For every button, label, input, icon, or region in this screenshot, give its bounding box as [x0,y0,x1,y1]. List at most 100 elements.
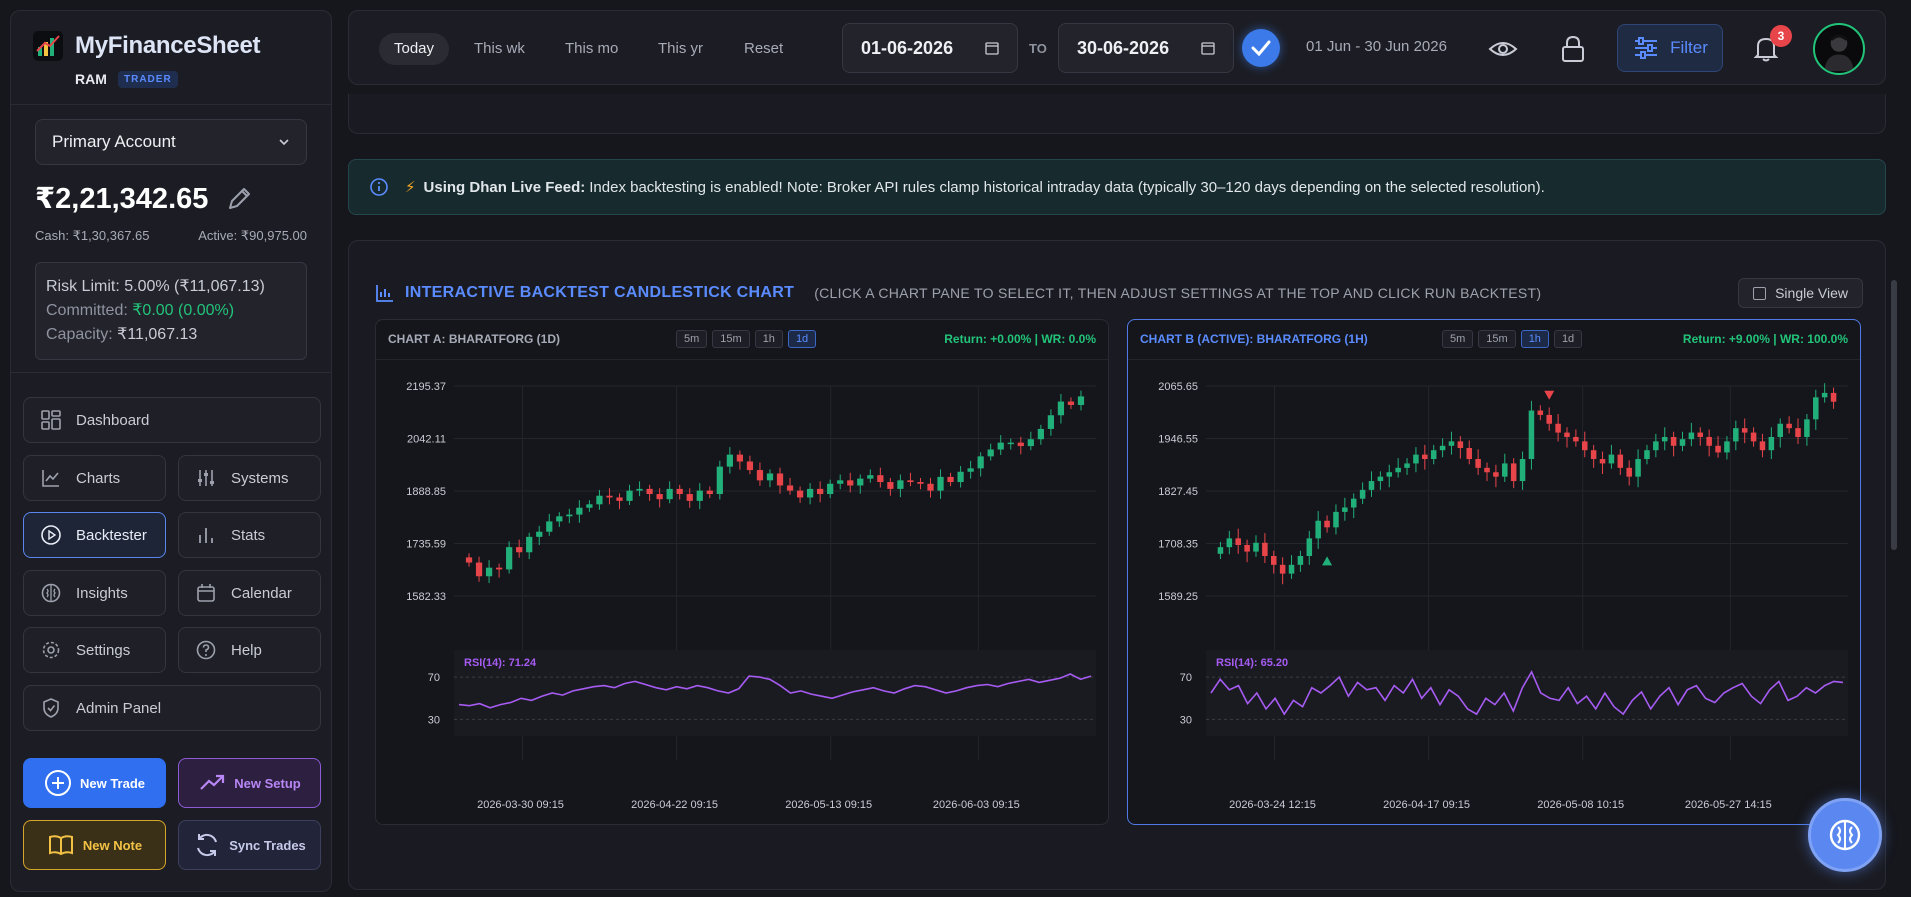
candle [1288,564,1295,574]
candle [726,454,733,467]
bell-icon[interactable] [1749,31,1783,65]
res-15m[interactable]: 15m [1478,330,1516,348]
pane-title: CHART A: BHARATFORG (1D) [388,332,560,346]
candle [646,488,653,495]
candle [556,516,563,522]
rsi-background [1206,650,1848,736]
avatar[interactable] [1813,23,1865,75]
candle [957,471,964,483]
sidebar-item-admin[interactable]: Admin Panel [23,685,321,731]
role-badge: TRADER [118,71,178,88]
candle [1830,392,1837,402]
from-date-value: 01-06-2026 [861,37,954,58]
y-tick-label: 2065.65 [1158,381,1198,393]
candle [1502,463,1508,477]
sidebar-item-stats[interactable]: Stats [178,512,321,558]
y-tick-label: 1589.25 [1158,591,1198,603]
candle [1226,538,1233,548]
period-this-week[interactable]: This wk [474,40,525,57]
candle [947,476,954,483]
apply-date-button[interactable] [1242,29,1280,67]
new-setup-button[interactable]: New Setup [178,758,321,808]
candlestick-chart-b[interactable]: 2065.65 1946.55 1827.45 1708.35 1589.25 2026-… [1128,360,1860,824]
sidebar-item-label: Systems [231,469,289,487]
account-select-value: Primary Account [52,132,176,151]
account-select[interactable]: Primary Account [35,119,307,165]
period-this-year[interactable]: This yr [658,40,703,57]
candle [1306,538,1313,556]
sidebar-item-dashboard[interactable]: Dashboard [23,397,321,443]
sidebar-item-insights[interactable]: Insights [23,570,166,616]
chart-icon [376,285,393,302]
res-5m[interactable]: 5m [1442,330,1474,348]
candle [997,442,1004,450]
pencil-icon[interactable] [224,184,254,214]
candle [676,488,683,495]
candle [1475,459,1481,468]
candle [1007,442,1014,445]
sync-trades-button[interactable]: Sync Trades [178,820,321,870]
candle [1528,410,1535,460]
res-5m[interactable]: 5m [676,330,708,348]
to-date-input[interactable]: 30-06-2026 [1058,23,1234,73]
book-open-icon [48,835,73,856]
res-1d[interactable]: 1d [1553,330,1583,348]
info-bold: Using Dhan Live Feed: [423,178,586,196]
res-1h[interactable]: 1h [754,330,783,348]
period-reset[interactable]: Reset [744,40,784,57]
candle [967,468,974,472]
candle [536,531,543,537]
chart-pane-a[interactable]: CHART A: BHARATFORG (1D) 5m 15m 1h 1d Re… [375,319,1109,825]
candle [1599,459,1606,464]
chart-pane-b[interactable]: CHART B (ACTIVE): BHARATFORG (1H) 5m 15m… [1127,319,1861,825]
checkbox[interactable] [1753,286,1767,300]
res-1d[interactable]: 1d [787,330,817,348]
candle [465,557,473,563]
candle [1493,472,1499,477]
ai-assistant-button[interactable] [1808,798,1882,872]
candle [1457,441,1464,448]
candle [566,514,573,517]
to-date-value: 30-06-2026 [1077,37,1170,58]
sidebar-item-charts[interactable]: Charts [23,455,166,501]
candle [1466,447,1472,460]
candle [1448,441,1455,446]
y-tick-label: 1888.85 [406,486,446,498]
res-1h[interactable]: 1h [1520,330,1549,348]
eye-icon[interactable] [1487,33,1519,65]
scrollbar[interactable] [1891,280,1897,550]
play-circle-icon [41,525,61,545]
sidebar-item-backtester[interactable]: Backtester [23,512,166,558]
candle [586,504,593,508]
bar-chart-icon [199,528,213,543]
rsi-label: RSI(14): 65.20 [1216,657,1288,669]
sliders-icon [1635,37,1658,59]
calendar-icon[interactable] [985,41,999,55]
new-trade-button[interactable]: New Trade [23,758,166,808]
candle [1661,436,1668,442]
candle [1037,428,1044,440]
single-view-toggle[interactable]: Single View [1738,278,1863,308]
from-date-input[interactable]: 01-06-2026 [842,23,1018,73]
period-today[interactable]: Today [379,33,450,65]
sidebar-item-settings[interactable]: Settings [23,627,166,673]
candle [1047,415,1054,429]
filter-button[interactable]: Filter [1617,24,1723,72]
sidebar-item-help[interactable]: Help [178,627,321,673]
candle [1706,436,1712,446]
lock-icon[interactable] [1557,33,1589,65]
calendar-icon[interactable] [1201,41,1215,55]
sidebar-item-systems[interactable]: Systems [178,455,321,501]
candle [1519,459,1526,482]
candle [1067,401,1075,405]
period-this-month[interactable]: This mo [565,40,619,57]
res-15m[interactable]: 15m [712,330,750,348]
candlestick-chart-a[interactable]: 2195.37 2042.11 1888.85 1735.59 1582.33 2026-… [376,360,1108,824]
candle [1546,414,1552,424]
candle [1368,481,1375,490]
new-note-button[interactable]: New Note [23,820,166,870]
candle [1077,396,1085,405]
active-balance: Active: ₹90,975.00 [198,228,307,243]
sidebar-item-calendar[interactable]: Calendar [178,570,321,616]
panel-header: INTERACTIVE BACKTEST CANDLESTICK CHART (… [375,283,1541,303]
